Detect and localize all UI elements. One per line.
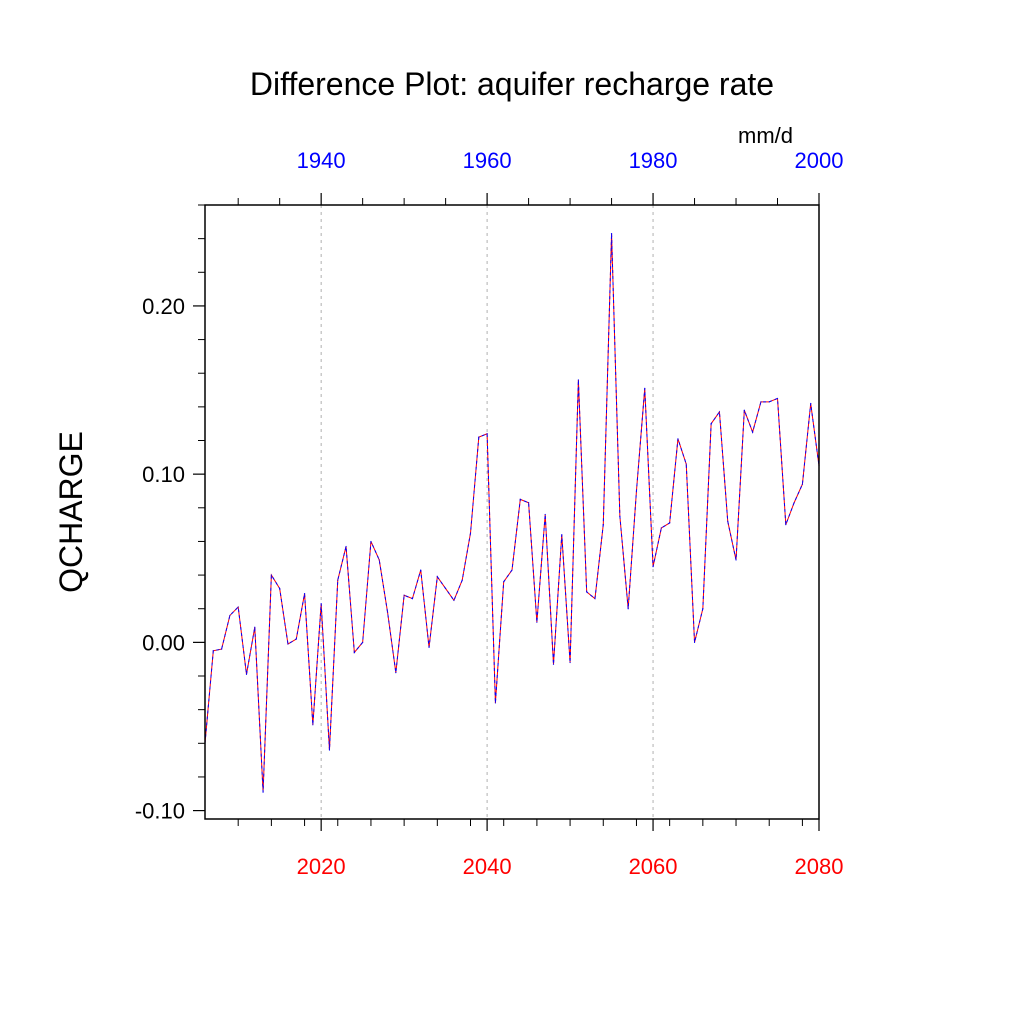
plot-frame bbox=[204, 204, 820, 820]
x-top-tick-label: 1940 bbox=[297, 148, 346, 173]
data-point bbox=[619, 515, 621, 517]
data-point bbox=[810, 402, 812, 405]
data-point bbox=[635, 490, 638, 492]
series-line-red bbox=[204, 233, 820, 793]
y-tick-label: 0.20 bbox=[142, 294, 185, 319]
data-point bbox=[718, 411, 721, 413]
data-point bbox=[685, 463, 687, 465]
x-bottom-tick-label: 2040 bbox=[463, 854, 512, 879]
data-point bbox=[693, 641, 696, 643]
units-label: mm/d bbox=[738, 123, 793, 148]
data-point bbox=[411, 598, 414, 600]
data-point bbox=[710, 423, 712, 425]
data-point bbox=[586, 591, 588, 593]
data-point bbox=[328, 749, 331, 751]
data-point bbox=[345, 545, 347, 548]
y-tick-label: 0.00 bbox=[142, 630, 185, 655]
data-point bbox=[245, 673, 248, 675]
data-point bbox=[353, 651, 355, 654]
y-axis-label: QCHARGE bbox=[53, 431, 89, 593]
data-point bbox=[536, 621, 538, 623]
data-point bbox=[602, 524, 604, 526]
data-point bbox=[436, 576, 438, 578]
data-point bbox=[486, 433, 488, 435]
data-point bbox=[469, 532, 472, 534]
data-point bbox=[677, 438, 679, 440]
data-point bbox=[527, 502, 530, 504]
data-point bbox=[727, 520, 729, 522]
data-point bbox=[445, 587, 447, 590]
data-point bbox=[420, 569, 422, 571]
data-point bbox=[254, 626, 256, 628]
data-point bbox=[594, 598, 596, 600]
x-top-tick-label: 1980 bbox=[629, 148, 678, 173]
axes-ticks: -0.10 0.00 0.10 0.20 2020 2040 2060 2080 1940 196… bbox=[135, 148, 844, 879]
x-bottom-tick-label: 2060 bbox=[629, 854, 678, 879]
data-point bbox=[702, 608, 704, 610]
x-top-tick-label: 1960 bbox=[463, 148, 512, 173]
data-point bbox=[577, 379, 579, 381]
data-point bbox=[552, 663, 555, 665]
data-point bbox=[262, 791, 264, 793]
data-point bbox=[312, 724, 314, 726]
x-bottom-tick-label: 2080 bbox=[795, 854, 844, 879]
data-point bbox=[403, 594, 405, 596]
data-point bbox=[793, 502, 795, 504]
data-point bbox=[428, 646, 430, 649]
data-point bbox=[494, 702, 497, 704]
x-top-tick-label: 2000 bbox=[795, 148, 844, 173]
data-point bbox=[303, 592, 306, 595]
gridlines bbox=[320, 205, 654, 819]
data-point bbox=[337, 579, 339, 581]
data-point bbox=[801, 483, 804, 485]
data-point bbox=[370, 540, 372, 543]
data-point bbox=[735, 559, 737, 561]
data-point bbox=[212, 650, 214, 652]
series-layer bbox=[204, 233, 820, 793]
data-point bbox=[386, 611, 389, 613]
data-point bbox=[660, 527, 662, 529]
data-point bbox=[378, 559, 380, 561]
data-point bbox=[270, 574, 272, 576]
data-point bbox=[295, 638, 297, 640]
data-point bbox=[237, 606, 239, 608]
data-point bbox=[752, 431, 754, 433]
data-point bbox=[669, 522, 671, 524]
data-point bbox=[287, 643, 289, 645]
data-point bbox=[320, 603, 322, 605]
data-point bbox=[519, 498, 521, 500]
data-point bbox=[743, 409, 745, 411]
data-point bbox=[644, 387, 646, 389]
data-point bbox=[279, 587, 281, 590]
y-tick-label: 0.10 bbox=[142, 462, 185, 487]
data-point bbox=[561, 534, 563, 536]
data-point bbox=[760, 401, 762, 403]
data-point bbox=[220, 648, 223, 650]
y-tick-label: -0.10 bbox=[135, 799, 185, 824]
data-point bbox=[453, 599, 455, 601]
data-point bbox=[768, 401, 770, 403]
x-bottom-tick-label: 2020 bbox=[297, 854, 346, 879]
data-point bbox=[362, 641, 364, 643]
data-point bbox=[627, 608, 629, 610]
data-point bbox=[785, 524, 787, 526]
data-point bbox=[610, 233, 613, 235]
data-point bbox=[776, 397, 779, 400]
data-point bbox=[478, 436, 480, 438]
data-point bbox=[395, 672, 397, 674]
data-point bbox=[569, 661, 571, 664]
data-point bbox=[511, 569, 513, 571]
data-point bbox=[461, 579, 463, 581]
data-point bbox=[544, 513, 546, 516]
data-point bbox=[652, 566, 654, 568]
data-point bbox=[503, 581, 505, 583]
chart-title: Difference Plot: aquifer recharge rate bbox=[250, 66, 774, 102]
data-point bbox=[229, 614, 231, 617]
